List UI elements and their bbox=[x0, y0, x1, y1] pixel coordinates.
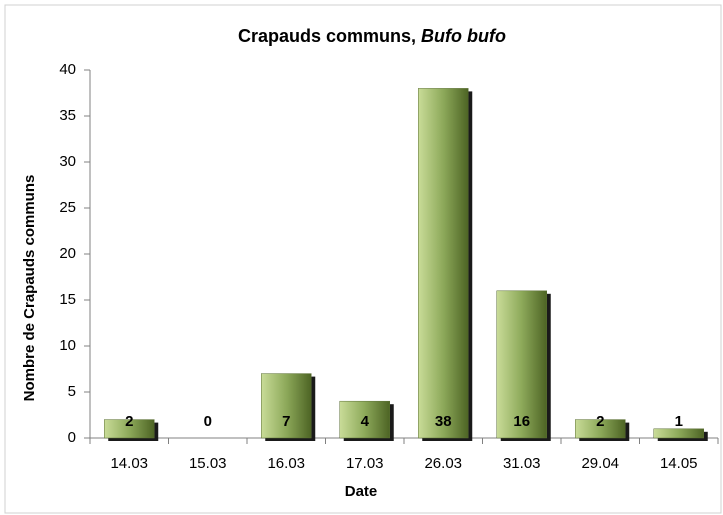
data-label: 16 bbox=[513, 413, 530, 430]
bar bbox=[653, 428, 704, 439]
x-tick-label: 17.03 bbox=[346, 455, 384, 472]
title-text: Crapauds communs, bbox=[238, 26, 416, 46]
data-label: 2 bbox=[125, 413, 133, 430]
y-tick-label: 35 bbox=[59, 107, 76, 124]
y-tick-label: 20 bbox=[59, 245, 76, 262]
y-tick-label: 10 bbox=[59, 337, 76, 354]
y-tick-label: 40 bbox=[59, 61, 76, 78]
x-tick-label: 29.04 bbox=[581, 455, 619, 472]
x-tick-label: 14.03 bbox=[110, 455, 148, 472]
data-label: 1 bbox=[675, 413, 683, 430]
y-tick-label: 0 bbox=[68, 429, 76, 446]
data-label: 38 bbox=[435, 413, 452, 430]
title-species: Bufo bufo bbox=[421, 26, 506, 46]
x-tick-label: 16.03 bbox=[267, 455, 305, 472]
x-tick-label: 14.05 bbox=[660, 455, 698, 472]
bar bbox=[575, 419, 626, 439]
data-label: 7 bbox=[282, 413, 290, 430]
data-label: 4 bbox=[361, 413, 370, 430]
x-axis-label: Date bbox=[345, 483, 378, 500]
data-label: 2 bbox=[596, 413, 604, 430]
bar bbox=[339, 400, 390, 439]
x-tick-label: 15.03 bbox=[189, 455, 227, 472]
y-tick-label: 30 bbox=[59, 153, 76, 170]
bar bbox=[261, 373, 312, 439]
y-tick-label: 15 bbox=[59, 291, 76, 308]
y-tick-label: 25 bbox=[59, 199, 76, 216]
bar bbox=[418, 88, 469, 439]
bar bbox=[496, 290, 547, 439]
x-tick-label: 26.03 bbox=[424, 455, 462, 472]
y-tick-label: 5 bbox=[68, 383, 76, 400]
chart-title: Crapauds communs, Bufo bufo bbox=[238, 26, 506, 46]
bar bbox=[104, 419, 155, 439]
y-axis-label: Nombre de Crapauds communs bbox=[21, 175, 38, 402]
x-tick-label: 31.03 bbox=[503, 455, 541, 472]
data-label: 0 bbox=[204, 413, 212, 430]
